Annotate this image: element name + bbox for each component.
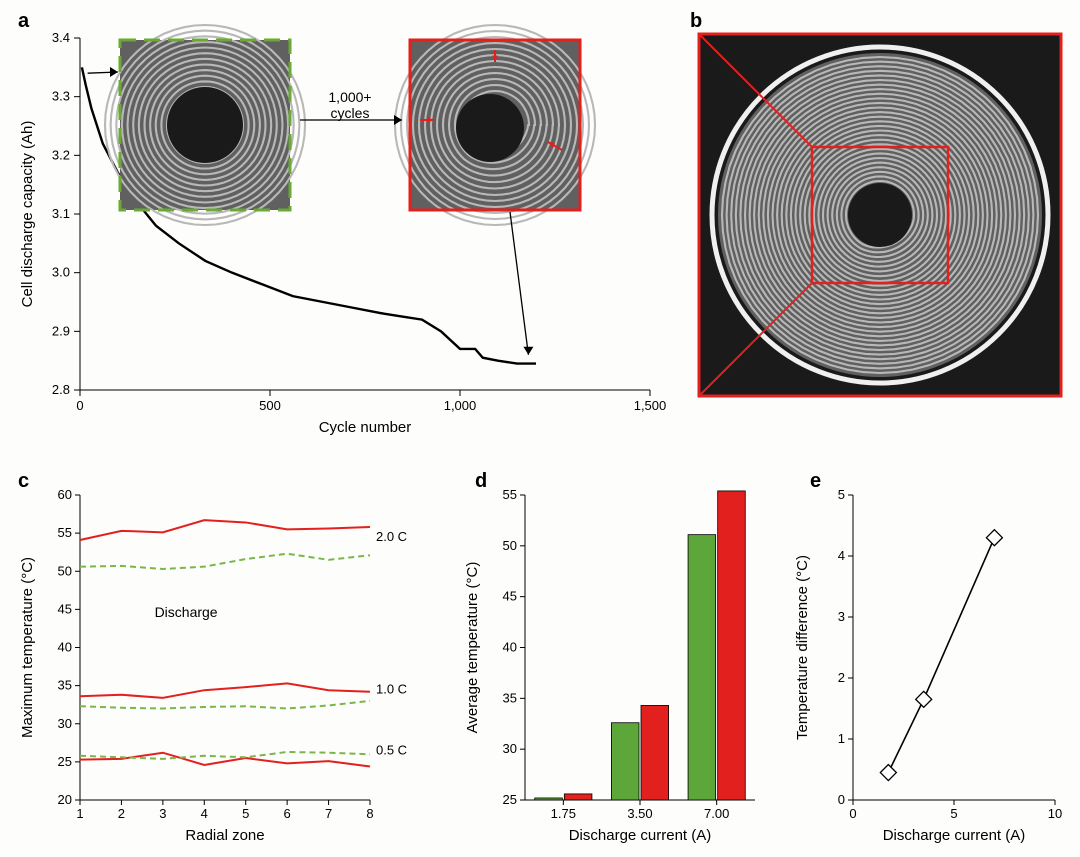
- svg-text:7.00: 7.00: [704, 806, 729, 821]
- svg-text:1,500: 1,500: [634, 398, 667, 413]
- svg-text:3.2: 3.2: [52, 147, 70, 162]
- svg-text:1,000+: 1,000+: [328, 89, 371, 105]
- svg-text:Cell discharge capacity (Ah): Cell discharge capacity (Ah): [19, 121, 36, 308]
- svg-text:Average temperature (°C): Average temperature (°C): [464, 562, 481, 734]
- svg-text:55: 55: [58, 525, 72, 540]
- svg-text:3.0: 3.0: [52, 265, 70, 280]
- svg-text:3.50: 3.50: [627, 806, 652, 821]
- svg-text:0: 0: [849, 806, 856, 821]
- svg-text:2.8: 2.8: [52, 382, 70, 397]
- svg-text:Cycle number: Cycle number: [319, 419, 412, 436]
- svg-text:3.1: 3.1: [52, 206, 70, 221]
- svg-text:2: 2: [118, 806, 125, 821]
- svg-text:Discharge current (A): Discharge current (A): [569, 827, 712, 844]
- svg-text:500: 500: [259, 398, 281, 413]
- svg-text:2.0 C: 2.0 C: [376, 529, 407, 544]
- svg-text:25: 25: [58, 754, 72, 769]
- svg-text:40: 40: [58, 640, 72, 655]
- svg-text:30: 30: [58, 716, 72, 731]
- svg-text:45: 45: [503, 589, 517, 604]
- svg-text:1: 1: [76, 806, 83, 821]
- svg-text:1: 1: [838, 731, 845, 746]
- svg-text:4: 4: [838, 548, 845, 563]
- svg-text:5: 5: [242, 806, 249, 821]
- svg-text:25: 25: [503, 792, 517, 807]
- svg-text:4: 4: [201, 806, 208, 821]
- svg-text:3.4: 3.4: [52, 30, 70, 45]
- panel-a-chart: 0 500 1,000 1,500 2.8 2.9 3.0 3.1 3.2 3.3 3.4 Cycle…: [10, 20, 670, 450]
- panel-b-image: [695, 30, 1065, 400]
- svg-text:20: 20: [58, 792, 72, 807]
- svg-text:50: 50: [503, 538, 517, 553]
- svg-text:0.5 C: 0.5 C: [376, 742, 407, 757]
- svg-text:3.3: 3.3: [52, 89, 70, 104]
- svg-text:1.75: 1.75: [551, 806, 576, 821]
- svg-text:Discharge current (A): Discharge current (A): [883, 827, 1026, 844]
- svg-text:55: 55: [503, 487, 517, 502]
- figure-root: a b c d e 05001,0001,5002.82.93.03.13.23…: [10, 10, 1070, 847]
- panel-e-chart: 0 5 10 0 1 2 3 4 5 Discharge current (A) Temperatu…: [785, 480, 1075, 850]
- svg-text:35: 35: [503, 690, 517, 705]
- svg-text:2: 2: [838, 670, 845, 685]
- panel-d-chart: 25 30 35 40 45 50 55 1.75 3.50 7.00 Discharge curr…: [455, 480, 775, 850]
- svg-text:6: 6: [284, 806, 291, 821]
- svg-text:40: 40: [503, 640, 517, 655]
- panel-c-chart: 12345678202530354045505560Radial zoneMax…: [10, 480, 430, 850]
- svg-text:45: 45: [58, 601, 72, 616]
- svg-text:5: 5: [838, 487, 845, 502]
- svg-text:3: 3: [159, 806, 166, 821]
- svg-text:1,000: 1,000: [444, 398, 477, 413]
- svg-text:cycles: cycles: [331, 105, 370, 121]
- svg-text:1.0 C: 1.0 C: [376, 681, 407, 696]
- svg-text:5: 5: [950, 806, 957, 821]
- svg-text:8: 8: [366, 806, 373, 821]
- svg-text:60: 60: [58, 487, 72, 502]
- svg-text:30: 30: [503, 741, 517, 756]
- svg-text:3: 3: [838, 609, 845, 624]
- svg-text:0: 0: [76, 398, 83, 413]
- svg-text:50: 50: [58, 563, 72, 578]
- svg-text:0: 0: [838, 792, 845, 807]
- svg-text:7: 7: [325, 806, 332, 821]
- svg-text:35: 35: [58, 678, 72, 693]
- svg-text:Maximum temperature (°C): Maximum temperature (°C): [19, 557, 36, 738]
- svg-text:Radial zone: Radial zone: [185, 827, 264, 844]
- svg-text:10: 10: [1048, 806, 1062, 821]
- svg-text:2.9: 2.9: [52, 323, 70, 338]
- svg-text:Discharge: Discharge: [155, 604, 218, 620]
- svg-text:Temperature difference (°C): Temperature difference (°C): [794, 555, 811, 740]
